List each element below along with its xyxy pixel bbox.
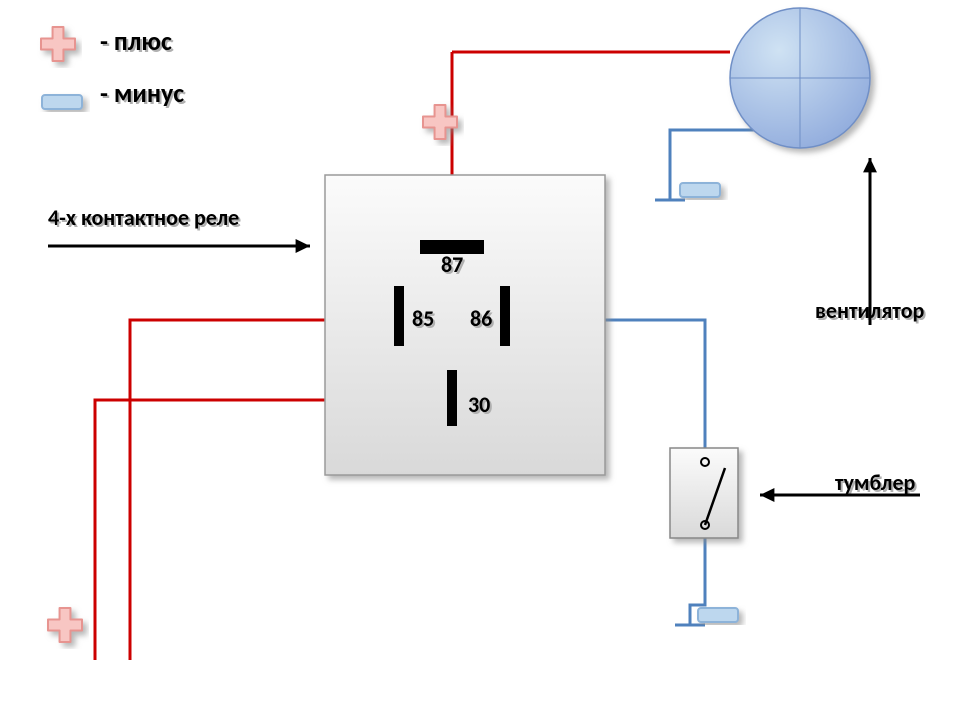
relay-pin-85 [394,286,404,346]
relay-pin-30 [447,370,457,426]
svg-text:- плюс: - плюс [100,25,172,57]
arrow-head [760,488,774,502]
minus-icon [680,183,720,197]
relay-pin-label-30: 3030 [468,391,492,420]
arrow-head [863,158,877,172]
relay-body [325,175,605,475]
relay-pin-86 [500,286,510,346]
legend-minus-label: - минус- минус [100,77,186,111]
plus-icon [48,608,82,642]
relay-pin-label-86: 8686 [470,305,494,334]
svg-text:85: 85 [412,305,434,332]
arrow-head [296,239,310,253]
relay-label: 4-х контактное реле4-х контактное реле [48,204,241,233]
svg-text:30: 30 [468,391,490,418]
relay-pin-label-85: 8585 [412,305,436,334]
wiring-diagram: 3030 8585 8686 8787 4-х контактное реле4-х к… [0,0,960,720]
svg-text:4-х контактное реле: 4-х контактное реле [48,204,239,231]
relay-pin-label-87: 8787 [441,251,465,280]
svg-text:86: 86 [470,305,492,332]
svg-text:тумблер: тумблер [835,469,916,496]
svg-text:- минус: - минус [100,77,184,109]
plus-icon [41,27,75,61]
svg-text:87: 87 [441,251,463,278]
minus-icon [42,95,82,109]
legend-plus-label: - плюс- плюс [100,25,174,59]
minus-icon [698,608,738,622]
